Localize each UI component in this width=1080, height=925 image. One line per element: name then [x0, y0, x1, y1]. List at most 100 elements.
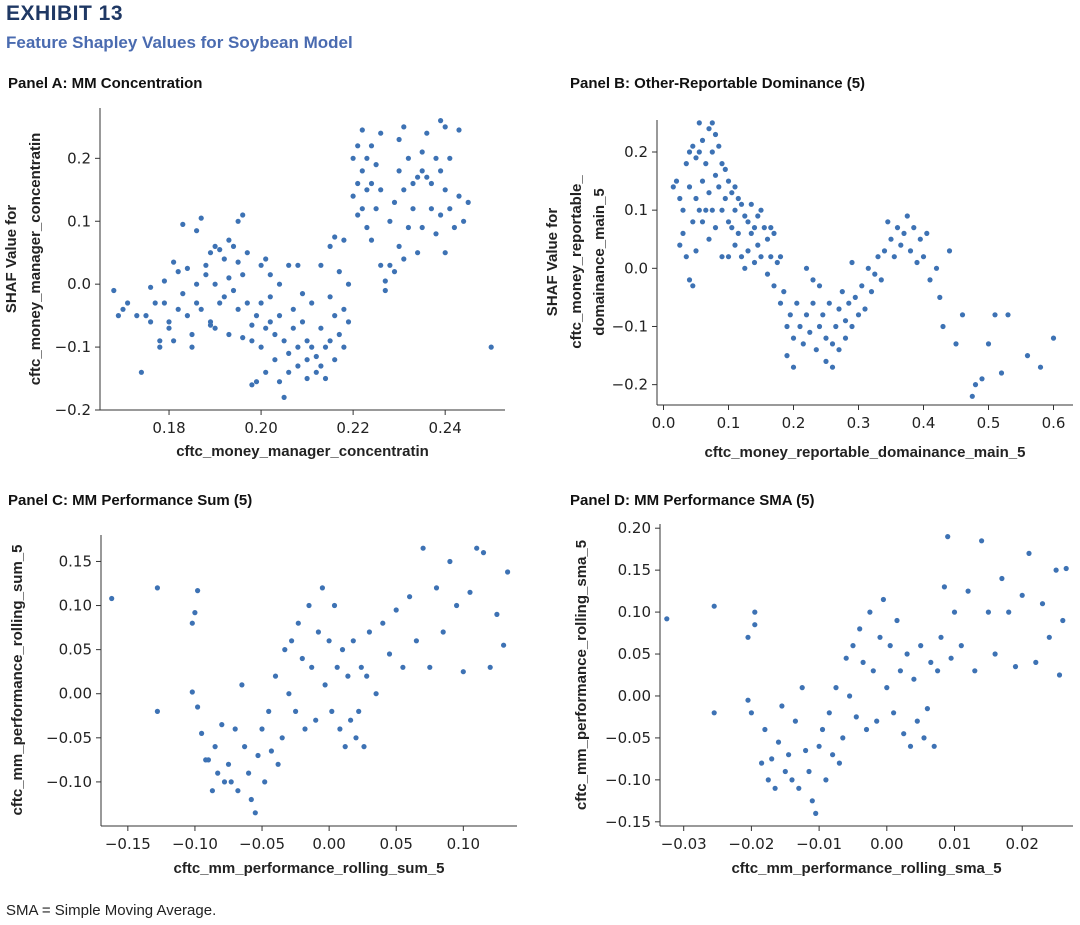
panel-d-data-point: [1039, 601, 1046, 607]
panel-d-data-point: [924, 706, 931, 712]
panel-d-data-point: [752, 622, 758, 628]
panel-c-title: Panel C: MM Performance Sum (5): [8, 492, 253, 509]
panel-d-data-point: [1019, 592, 1025, 598]
panel-c-data-point: [225, 761, 232, 767]
panel-a-data-point: [240, 212, 246, 218]
panel-a-data-point: [368, 180, 375, 187]
panel-c-data-point: [407, 594, 413, 600]
panel-b-data-point: [888, 236, 894, 242]
panel-a-data-point: [263, 325, 269, 331]
panel-c-data-point: [299, 655, 305, 662]
panel-a-data-point: [359, 127, 365, 133]
panel-c-data-point: [268, 748, 274, 754]
panel-b-data-point: [758, 254, 764, 260]
panel-c-data-point: [255, 752, 261, 759]
panel-c-data-point: [380, 620, 386, 626]
panel-c-data-point: [282, 647, 288, 653]
panel-b-data-point: [761, 225, 767, 231]
panel-b-data-point: [693, 248, 699, 254]
panel-c-x-tick-label: −0.05: [239, 835, 285, 853]
panel-d-data-point: [850, 643, 856, 649]
panel-b-data-point: [699, 178, 706, 184]
panel-b-data-point: [907, 248, 914, 254]
panel-b-y-tick-label: −0.2: [612, 376, 648, 394]
panel-c-data-point: [505, 569, 511, 575]
panel-d-data-point: [979, 538, 985, 544]
panel-d-data-point: [711, 710, 717, 716]
panel-a-data-point: [382, 278, 388, 284]
panel-b-data-point: [722, 195, 728, 202]
panel-a-data-point: [244, 250, 250, 256]
panel-d-data-point: [884, 685, 890, 691]
panel-c-data-point: [199, 730, 205, 737]
panel-a-data-point: [336, 331, 342, 338]
panel-b-data-point: [725, 219, 732, 225]
panel-a-data-point: [290, 306, 296, 312]
panel-c-data-point: [361, 744, 367, 750]
panel-a-data-point: [332, 357, 338, 363]
panel-c-y-tick-label: −0.10: [46, 773, 92, 791]
panel-b-data-point: [696, 149, 702, 155]
panel-a-data-point: [382, 287, 388, 294]
panel-d-data-point: [711, 603, 717, 609]
panel-a-data-point: [405, 224, 411, 231]
panel-c-data-point: [195, 588, 201, 594]
panel-a-data-point: [295, 262, 301, 268]
panel-a-data-point: [189, 331, 195, 338]
panel-a-data-point: [442, 124, 448, 130]
panel-b-data-point: [690, 219, 696, 225]
panel-b-data-point: [898, 242, 904, 248]
panel-b-data-point: [738, 254, 745, 260]
panel-d-data-point: [1012, 664, 1019, 670]
panel-d-data-point: [769, 756, 775, 762]
panel-a-data-point: [180, 291, 186, 297]
panel-c-data-point: [501, 642, 507, 648]
panel-b-data-point: [904, 213, 910, 219]
panel-d-data-point: [931, 743, 937, 749]
panel-a-data-point: [378, 262, 384, 268]
panel-a-data-point: [355, 143, 361, 149]
panel-a-data-point: [438, 212, 444, 218]
panel-c-data-point: [221, 779, 228, 785]
panel-a-data-point: [217, 247, 223, 253]
panel-c-data-point: [154, 708, 160, 715]
panel-a-data-point: [391, 269, 398, 275]
panel-b-data-point: [933, 265, 940, 271]
panel-b-y-tick-label: 0.1: [624, 201, 648, 219]
panel-d-data-point: [972, 668, 978, 674]
panel-a-data-point: [461, 218, 467, 224]
panel-c-x-tick-label: 0.05: [380, 835, 413, 853]
panel-a-data-point: [212, 281, 218, 287]
panel-b-data-point: [823, 358, 829, 364]
panel-a-data-point: [230, 287, 237, 294]
panel-a-x-tick-label: 0.24: [428, 419, 461, 437]
panel-a-data-point: [212, 325, 218, 331]
panel-a-data-point: [189, 344, 195, 350]
panel-c-data-point: [212, 744, 218, 750]
panel-b-data-point: [725, 178, 732, 184]
panel-c-data-point: [487, 664, 493, 670]
panel-a-data-point: [286, 350, 292, 356]
panel-d-y-axis-label: cftc_mm_performance_rolling_sma_5: [573, 540, 590, 810]
panel-a-data-point: [410, 206, 416, 212]
panel-b-data-point: [800, 341, 806, 347]
panel-a-data-point: [424, 130, 430, 136]
panel-a-data-point: [391, 199, 398, 205]
panel-b-data-point: [732, 207, 738, 213]
panel-c-y-tick-label: 0.00: [59, 685, 92, 703]
panel-a-data-point: [332, 234, 338, 240]
panel-b-data-point: [823, 335, 829, 341]
panel-c-data-point: [337, 726, 343, 732]
panel-a-data-point: [428, 206, 434, 212]
panel-d-data-point: [901, 731, 907, 737]
panel-d-data-point: [945, 534, 951, 540]
panel-a-data-point: [309, 344, 315, 350]
panel-b-data-point: [677, 195, 683, 202]
panel-a-data-point: [299, 291, 306, 297]
panel-c-data-point: [154, 585, 160, 591]
panel-d-data-point: [819, 726, 826, 733]
panel-c-data-point: [232, 726, 238, 732]
panel-c-data-point: [209, 788, 215, 794]
panel-a-data-point: [368, 237, 375, 243]
